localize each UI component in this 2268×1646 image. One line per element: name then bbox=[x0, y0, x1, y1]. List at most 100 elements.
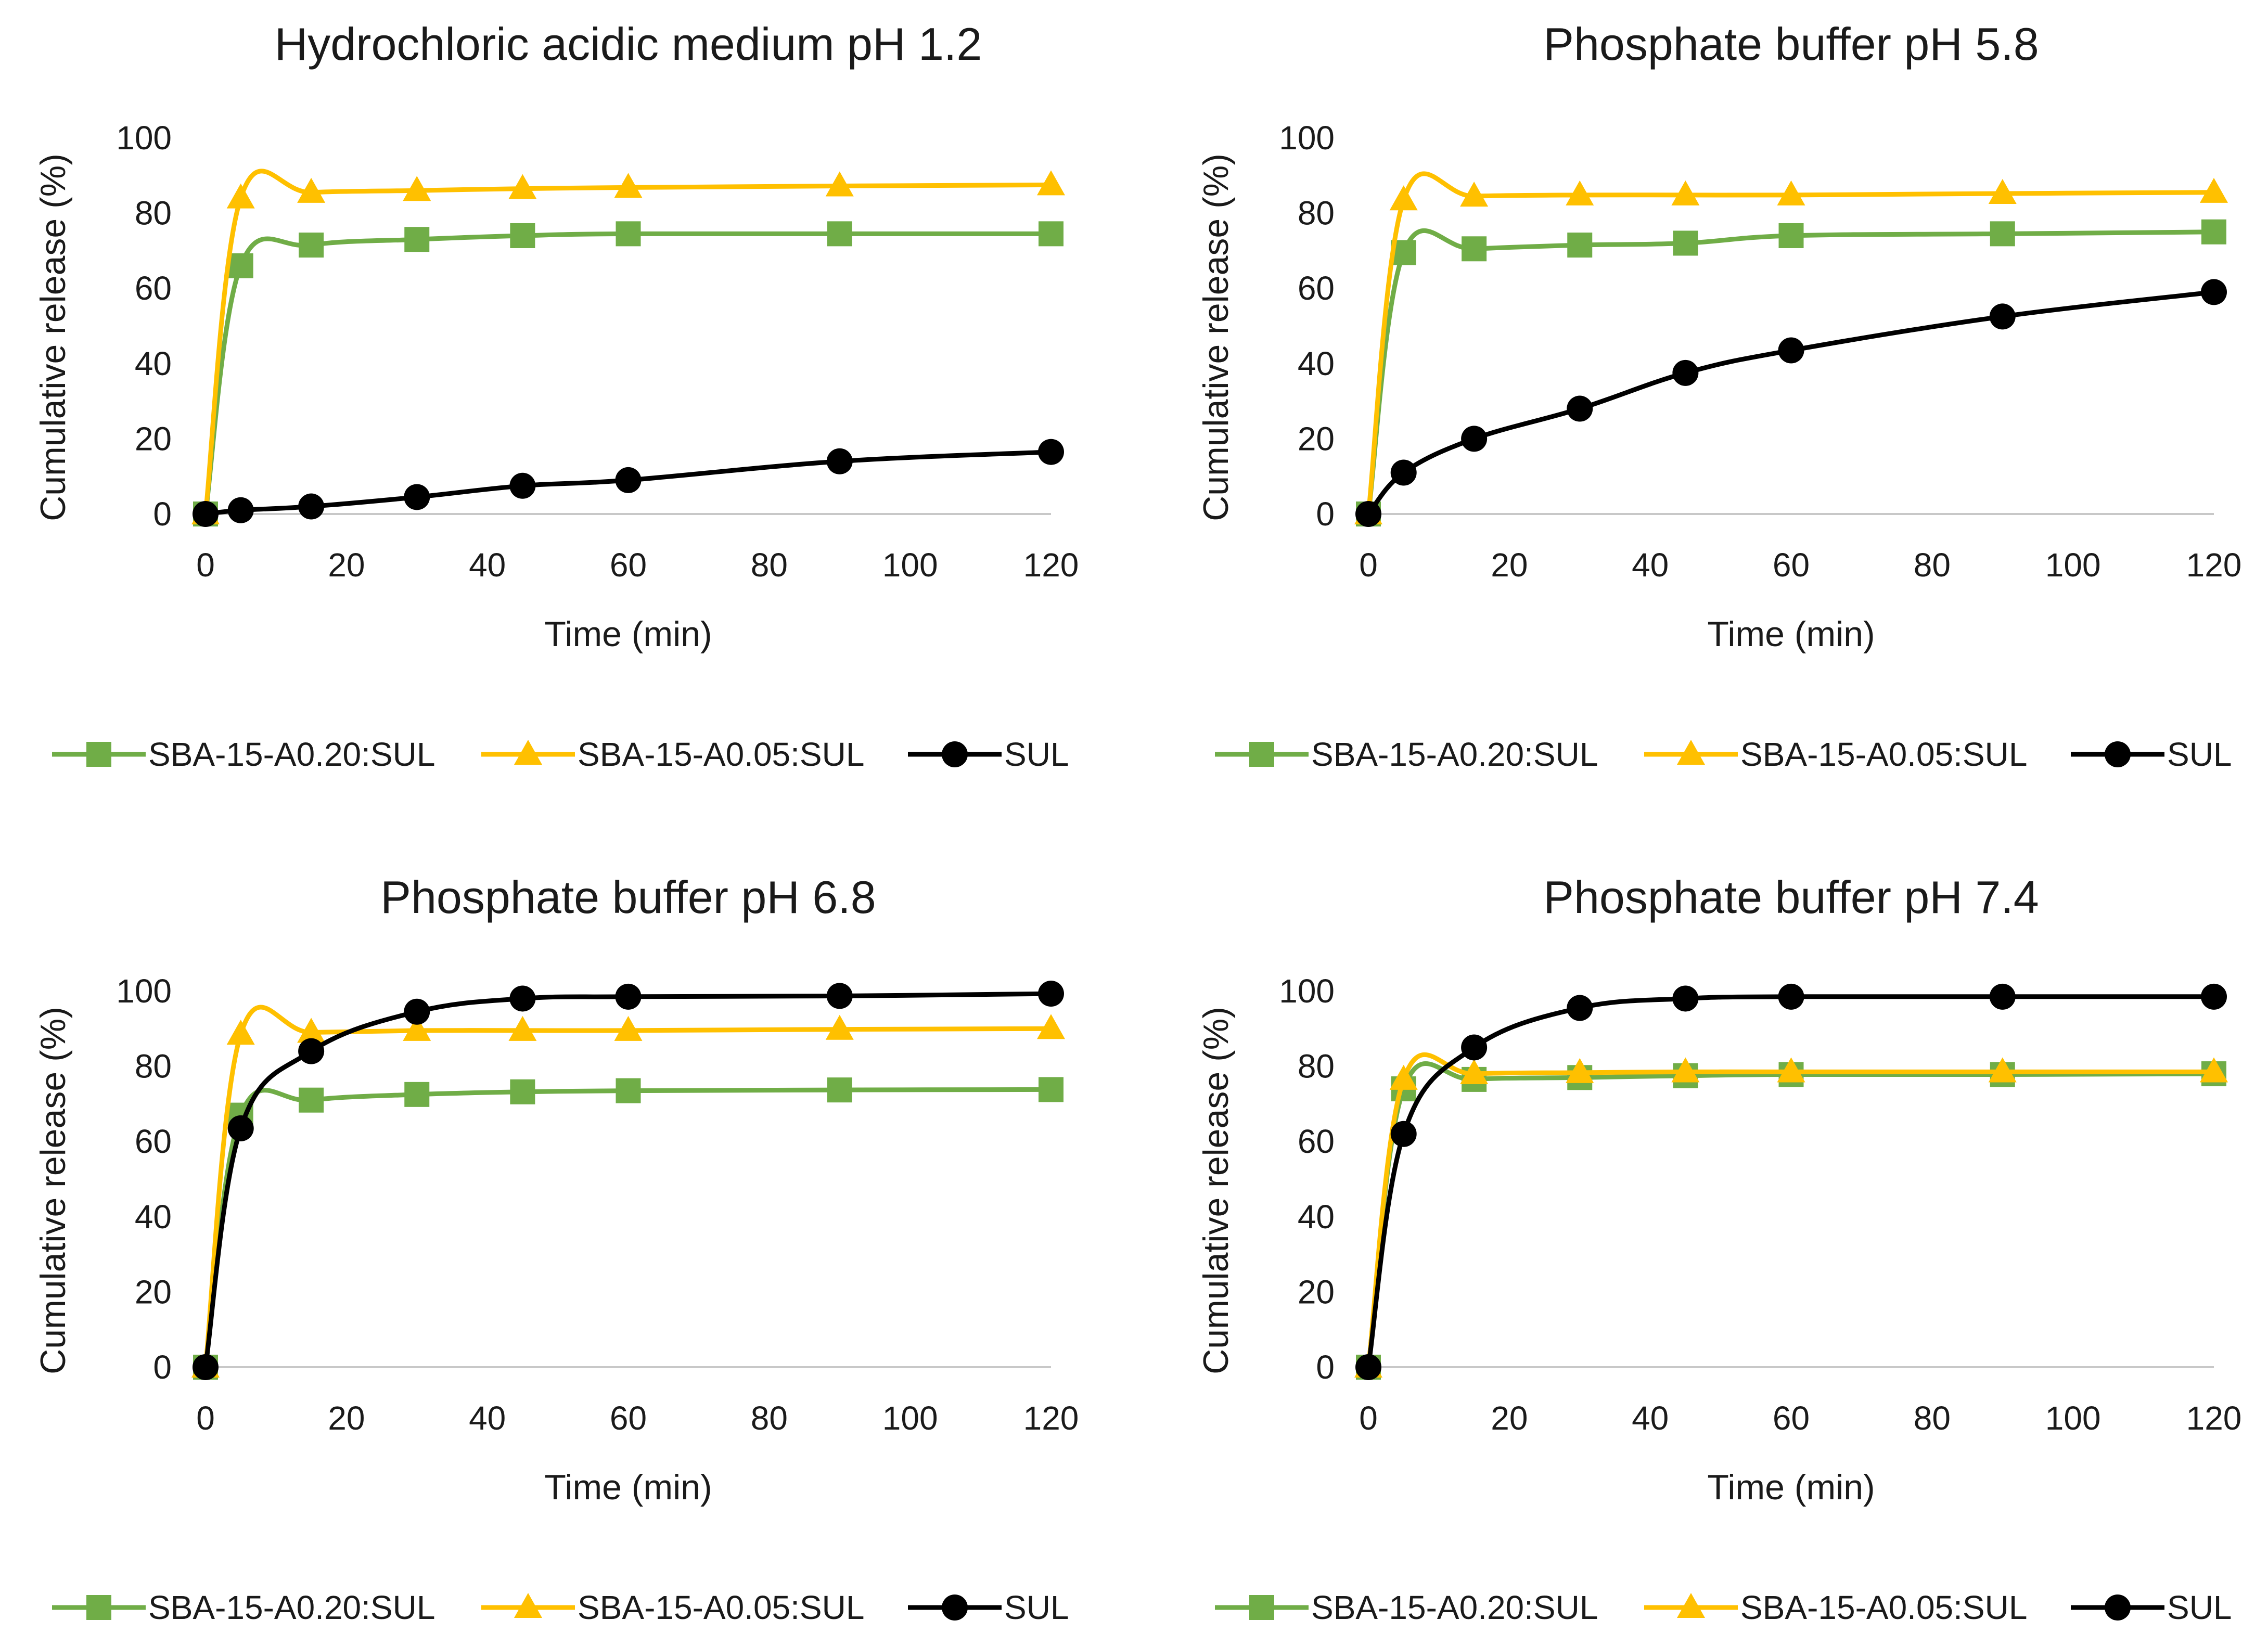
data-point bbox=[1567, 233, 1593, 258]
x-axis-label: Time (min) bbox=[544, 614, 712, 654]
legend-marker bbox=[1677, 740, 1705, 765]
legend-label: SBA-15-A0.05:SUL bbox=[578, 1589, 864, 1626]
data-point bbox=[2201, 219, 2226, 245]
series-circle bbox=[193, 981, 1064, 1380]
data-point bbox=[1988, 1057, 2017, 1083]
data-point bbox=[1672, 985, 1699, 1012]
data-point bbox=[1390, 459, 1417, 486]
data-point bbox=[1037, 1014, 1065, 1039]
x-tick-label: 0 bbox=[196, 546, 215, 584]
y-tick-label: 20 bbox=[135, 1273, 172, 1310]
x-tick-label: 60 bbox=[610, 546, 647, 584]
x-tick-label: 80 bbox=[751, 546, 788, 584]
data-point bbox=[404, 227, 430, 252]
chart-title: Phosphate buffer pH 5.8 bbox=[1543, 18, 2039, 70]
data-point bbox=[1673, 230, 1698, 256]
x-tick-label: 60 bbox=[1773, 1399, 1810, 1437]
legend-label: SBA-15-A0.20:SUL bbox=[1311, 736, 1598, 773]
chart-title: Phosphate buffer pH 6.8 bbox=[380, 871, 876, 923]
legend-label: SUL bbox=[1004, 1589, 1069, 1626]
data-point bbox=[404, 998, 430, 1025]
data-point bbox=[298, 493, 325, 520]
x-tick-label: 0 bbox=[1359, 1399, 1378, 1437]
legend-item: SBA-15-A0.20:SUL bbox=[52, 736, 435, 773]
y-axis-label: Cumulative release (%) bbox=[33, 1007, 73, 1374]
data-point bbox=[1039, 221, 1063, 247]
data-point bbox=[403, 176, 431, 201]
data-point bbox=[1778, 983, 1804, 1010]
y-axis-label: Cumulative release (%) bbox=[1196, 153, 1236, 521]
legend: SBA-15-A0.20:SUL SBA-15-A0.05:SUL SUL bbox=[52, 1589, 1069, 1626]
data-point bbox=[1567, 995, 1593, 1021]
data-point bbox=[1038, 439, 1064, 465]
legend-item: SBA-15-A0.05:SUL bbox=[481, 736, 864, 773]
y-tick-label: 60 bbox=[1298, 269, 1335, 307]
y-tick-label: 0 bbox=[1316, 1348, 1335, 1386]
data-point bbox=[227, 1115, 254, 1141]
data-point bbox=[825, 171, 854, 197]
y-tick-label: 0 bbox=[1316, 495, 1335, 533]
data-point bbox=[1355, 1354, 1381, 1380]
x-tick-label: 40 bbox=[469, 1399, 506, 1437]
data-point bbox=[1671, 1057, 1700, 1083]
legend-marker bbox=[86, 742, 111, 767]
data-point bbox=[510, 1079, 535, 1104]
x-tick-label: 60 bbox=[1773, 546, 1810, 584]
data-point bbox=[404, 484, 430, 510]
chart-panel-1: Hydrochloric acidic medium pH 1.2 0 20 40 60… bbox=[33, 18, 1079, 773]
chart-title: Hydrochloric acidic medium pH 1.2 bbox=[275, 18, 982, 70]
data-point bbox=[509, 985, 536, 1012]
legend-item: SBA-15-A0.05:SUL bbox=[1644, 1589, 2027, 1626]
series-line bbox=[1366, 228, 2216, 517]
y-tick-label: 40 bbox=[1298, 345, 1335, 382]
data-point bbox=[827, 221, 852, 247]
y-tick-label: 40 bbox=[135, 1198, 172, 1236]
legend-item: SUL bbox=[908, 736, 1069, 773]
y-tick-label: 80 bbox=[1298, 1048, 1335, 1085]
data-point bbox=[297, 1018, 326, 1043]
data-point bbox=[1988, 179, 2017, 204]
y-tick-label: 20 bbox=[135, 420, 172, 457]
data-point bbox=[1566, 1058, 1594, 1083]
legend-marker bbox=[1249, 1595, 1274, 1620]
x-tick-label: 100 bbox=[882, 546, 938, 584]
x-tick-label: 80 bbox=[1914, 546, 1951, 584]
legend-label: SBA-15-A0.05:SUL bbox=[578, 736, 864, 773]
data-point bbox=[299, 233, 324, 258]
data-point bbox=[1460, 182, 1489, 207]
data-point bbox=[1989, 303, 2016, 330]
legend-item: SBA-15-A0.20:SUL bbox=[52, 1589, 435, 1626]
legend-marker bbox=[942, 741, 968, 767]
y-tick-label: 20 bbox=[1298, 420, 1335, 457]
y-tick-label: 80 bbox=[135, 1048, 172, 1085]
x-tick-label: 40 bbox=[1632, 1399, 1669, 1437]
y-tick-label: 100 bbox=[1279, 119, 1335, 157]
x-tick-label: 100 bbox=[2045, 546, 2101, 584]
data-point bbox=[1566, 180, 1594, 205]
legend: SBA-15-A0.20:SUL SBA-15-A0.05:SUL SUL bbox=[1215, 736, 2232, 773]
legend: SBA-15-A0.20:SUL SBA-15-A0.05:SUL SUL bbox=[1215, 1589, 2232, 1626]
y-tick-label: 0 bbox=[153, 1348, 172, 1386]
legend-marker bbox=[1677, 1593, 1705, 1618]
y-tick-label: 60 bbox=[135, 269, 172, 307]
data-point bbox=[1672, 359, 1699, 386]
data-point bbox=[509, 472, 536, 499]
data-point bbox=[826, 983, 853, 1009]
x-tick-label: 20 bbox=[1491, 546, 1528, 584]
series-line bbox=[1366, 289, 2216, 517]
series-square bbox=[1356, 219, 2226, 526]
legend-label: SBA-15-A0.05:SUL bbox=[1740, 736, 2027, 773]
legend-marker bbox=[1249, 742, 1274, 767]
series-triangle bbox=[191, 169, 1065, 524]
data-point bbox=[299, 1087, 324, 1113]
data-point bbox=[404, 1082, 430, 1107]
legend-label: SUL bbox=[2167, 1589, 2232, 1626]
series-triangle bbox=[1354, 1052, 2228, 1378]
y-tick-label: 80 bbox=[1298, 195, 1335, 232]
x-tick-label: 120 bbox=[1023, 546, 1079, 584]
y-tick-label: 40 bbox=[135, 345, 172, 382]
data-point bbox=[615, 983, 642, 1010]
data-point bbox=[1989, 983, 2016, 1010]
data-point bbox=[1389, 1064, 1418, 1090]
